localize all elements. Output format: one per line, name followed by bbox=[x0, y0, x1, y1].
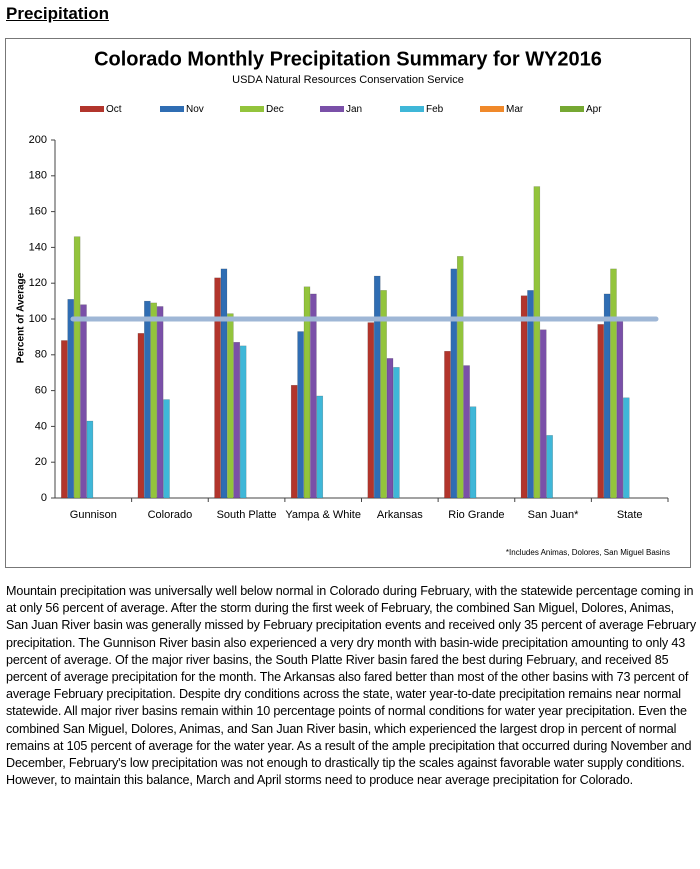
bar bbox=[610, 268, 617, 499]
legend-label: Oct bbox=[106, 104, 122, 115]
x-tick-label: San Juan* bbox=[527, 509, 579, 521]
y-tick-label: 120 bbox=[29, 277, 47, 289]
x-tick-label: Colorado bbox=[147, 509, 193, 521]
bar bbox=[150, 302, 157, 499]
y-tick-label: 180 bbox=[29, 170, 47, 182]
bar bbox=[214, 277, 221, 499]
legend-swatch bbox=[160, 106, 184, 112]
bar bbox=[469, 406, 477, 499]
bar bbox=[144, 300, 151, 499]
bar bbox=[456, 256, 464, 499]
bar bbox=[233, 342, 241, 499]
legend-label: Jan bbox=[346, 104, 362, 115]
bar bbox=[444, 350, 451, 499]
bar bbox=[463, 365, 470, 499]
legend-swatch bbox=[560, 106, 584, 112]
x-tick-label-box: San Juan* bbox=[527, 509, 579, 521]
bar bbox=[527, 290, 534, 499]
paragraph: Mountain precipitation was universally w… bbox=[6, 584, 696, 788]
bar bbox=[367, 322, 375, 499]
y-tick-label: 60 bbox=[35, 385, 47, 397]
y-tick-label: 160 bbox=[29, 206, 47, 218]
bar bbox=[163, 399, 170, 499]
footnote: *Includes Animas, Dolores, San Miguel Ba… bbox=[506, 548, 670, 557]
x-tick-label: State bbox=[616, 509, 643, 521]
legend-swatch bbox=[400, 106, 424, 112]
y-tick-label: 0 bbox=[41, 492, 47, 504]
bar bbox=[533, 186, 541, 499]
bar bbox=[73, 236, 81, 499]
bar bbox=[316, 395, 324, 499]
bar bbox=[520, 295, 528, 499]
chart-title: Colorado Monthly Precipitation Summary f… bbox=[94, 48, 602, 70]
legend-label: Nov bbox=[186, 104, 204, 115]
bar bbox=[380, 290, 387, 499]
legend-label: Mar bbox=[506, 104, 524, 115]
x-tick-label-box: Colorado bbox=[147, 509, 193, 521]
bar bbox=[61, 340, 68, 499]
y-tick-label: 140 bbox=[29, 241, 47, 253]
x-tick-label-box: South Platte bbox=[216, 509, 277, 521]
x-tick-label: South Platte bbox=[216, 509, 277, 521]
x-tick-label: Rio Grande bbox=[448, 509, 505, 521]
bar bbox=[616, 320, 624, 499]
x-tick-label-box: Yampa & White bbox=[285, 509, 361, 521]
bar bbox=[137, 333, 145, 499]
legend-swatch bbox=[320, 106, 344, 112]
bar bbox=[67, 299, 74, 499]
legend-label: Feb bbox=[426, 104, 444, 115]
x-tick-label-box: State bbox=[616, 509, 643, 521]
legend-swatch bbox=[80, 106, 104, 112]
bar bbox=[623, 397, 630, 499]
chart-frame bbox=[5, 38, 691, 568]
bar bbox=[220, 268, 228, 499]
legend-label: Dec bbox=[266, 104, 284, 115]
x-tick-label: Arkansas bbox=[376, 509, 423, 521]
y-tick-label: 200 bbox=[29, 134, 47, 146]
bar bbox=[597, 324, 604, 499]
legend-swatch bbox=[480, 106, 504, 112]
legend-swatch bbox=[240, 106, 264, 112]
bar bbox=[303, 286, 311, 499]
bar bbox=[310, 293, 317, 499]
bar bbox=[393, 367, 400, 499]
bar bbox=[386, 358, 394, 499]
bar bbox=[450, 268, 458, 499]
y-tick-label: 100 bbox=[29, 313, 47, 325]
x-tick-label-box: Rio Grande bbox=[448, 509, 505, 521]
y-axis-label: Percent of Average bbox=[16, 272, 27, 363]
heading: Precipitation bbox=[6, 4, 109, 23]
y-tick-label: 40 bbox=[35, 420, 47, 432]
bar bbox=[80, 304, 87, 499]
y-tick-label: 80 bbox=[35, 349, 47, 361]
x-tick-label: Gunnison bbox=[69, 509, 117, 521]
x-tick-label: Yampa & White bbox=[285, 509, 361, 521]
bar bbox=[297, 331, 304, 499]
bar bbox=[603, 293, 611, 499]
y-tick-label: 20 bbox=[35, 456, 47, 468]
legend-label: Apr bbox=[586, 104, 602, 115]
chart: Colorado Monthly Precipitation Summary f… bbox=[5, 38, 691, 568]
bar bbox=[86, 420, 94, 499]
bar bbox=[156, 306, 164, 499]
bar bbox=[227, 313, 234, 499]
x-tick-label-box: Arkansas bbox=[376, 509, 423, 521]
bar bbox=[540, 329, 547, 499]
x-tick-label-box: Gunnison bbox=[69, 509, 117, 521]
bar bbox=[239, 345, 247, 499]
bar bbox=[290, 384, 298, 499]
bar bbox=[546, 435, 553, 499]
chart-subtitle: USDA Natural Resources Conservation Serv… bbox=[232, 74, 464, 86]
bar bbox=[373, 275, 381, 499]
